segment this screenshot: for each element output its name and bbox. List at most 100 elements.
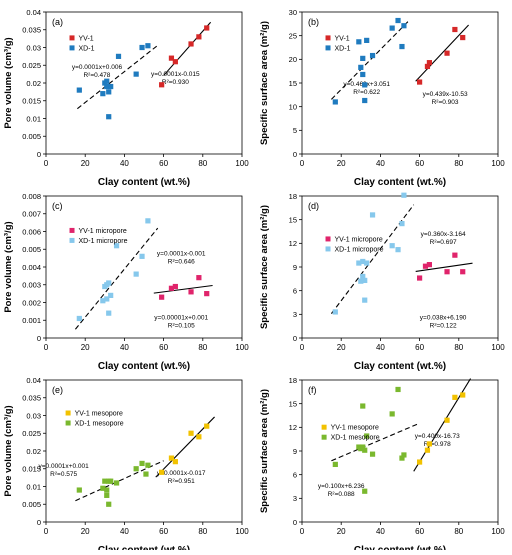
data-point: [145, 43, 151, 49]
x-tick-label: 40: [376, 527, 385, 536]
y-tick-label: 0.008: [22, 192, 41, 201]
x-tick-label: 80: [454, 159, 463, 168]
legend-label: YV-1 mesopore: [331, 425, 379, 432]
x-tick-label: 20: [81, 343, 90, 352]
data-point: [399, 43, 405, 50]
y-tick-label: 0.025: [22, 429, 41, 438]
data-point: [104, 487, 110, 493]
data-point: [204, 291, 210, 297]
x-tick-label: 60: [415, 159, 424, 168]
data-point: [460, 392, 466, 398]
data-point: [115, 53, 122, 59]
data-point: [332, 99, 338, 105]
y-tick-label: 0.002: [22, 298, 41, 307]
y-axis-title: Pore volume (cm³/g): [3, 37, 14, 128]
data-point: [444, 50, 450, 56]
data-point: [159, 294, 165, 300]
legend-label: YV-1 micropore: [79, 228, 127, 235]
x-tick-label: 0: [300, 343, 305, 352]
data-point: [139, 253, 145, 259]
legend-swatch: [325, 236, 331, 242]
legend-label: XD-1 mesopore: [331, 435, 380, 442]
x-tick-label: 80: [454, 343, 463, 352]
y-tick-label: 0: [293, 518, 297, 527]
data-point: [426, 262, 432, 268]
x-tick-label: 60: [159, 343, 168, 352]
data-point: [460, 269, 466, 275]
y-tick-label: 3: [293, 310, 297, 319]
x-tick-label: 0: [44, 159, 49, 168]
data-point: [426, 441, 432, 447]
x-tick-label: 20: [337, 343, 346, 352]
data-point: [395, 17, 401, 24]
y-tick-label: 18: [289, 376, 297, 385]
trend-equation: y=0.0001x-0.017: [157, 470, 206, 477]
data-point: [145, 462, 151, 468]
data-point: [401, 23, 407, 29]
data-point: [356, 260, 362, 266]
y-tick-label: 15: [289, 399, 297, 408]
y-tick-label: 0.03: [26, 43, 41, 52]
trendline-solid: [415, 262, 473, 272]
data-point: [100, 91, 106, 97]
legend-swatch: [325, 246, 331, 252]
legend-swatch: [325, 45, 331, 51]
data-point: [444, 269, 450, 275]
data-point: [196, 275, 202, 281]
data-point: [422, 263, 429, 269]
panel-label: (e): [52, 385, 63, 395]
x-tick-label: 100: [491, 159, 505, 168]
data-point: [133, 466, 139, 472]
plot-frame: [45, 11, 243, 155]
y-tick-label: 3: [293, 494, 297, 503]
data-point: [362, 447, 368, 453]
data-point: [395, 247, 401, 253]
data-point: [100, 485, 106, 491]
panel-3: 0 20 40 60 80 100 0 0.001 0.002 0.003 0.004 0.005 0.…: [3, 192, 249, 372]
legend-swatch: [69, 45, 75, 51]
y-axis-title: Specific surface area (m²/g): [259, 389, 270, 513]
data-point: [358, 64, 364, 70]
data-point: [389, 25, 395, 31]
y-tick-label: 0: [37, 518, 41, 527]
y-tick-label: 15: [289, 79, 297, 88]
y-axis-title: Pore volume (cm³/g): [3, 221, 14, 312]
y-tick-label: 0.02: [26, 79, 41, 88]
legend-label: YV-1 micropore: [335, 236, 383, 243]
data-point: [76, 87, 82, 93]
y-tick-label: 0.005: [22, 132, 41, 141]
y-tick-label: 6: [293, 470, 297, 479]
data-point: [362, 488, 368, 494]
data-point: [362, 297, 368, 303]
y-tick-label: 0.003: [22, 281, 41, 290]
x-axis-title: Clay content (wt.%): [354, 177, 446, 188]
trend-r2: R²=0.930: [162, 79, 189, 86]
data-point: [104, 492, 110, 498]
x-tick-label: 0: [300, 159, 305, 168]
y-tick-label: 0.004: [22, 263, 41, 272]
y-tick-label: 6: [293, 286, 297, 295]
trend-equation: y=0.00001x+0.001: [154, 315, 208, 322]
y-tick-label: 0.02: [26, 447, 41, 456]
data-point: [168, 285, 175, 291]
x-tick-label: 0: [44, 527, 49, 536]
trendline-dashed: [331, 19, 411, 100]
panel-1: 0 20 40 60 80 100 0 0.005 0.01 0.015 0.02 0.025 0.03…: [3, 8, 249, 188]
y-tick-label: 0.04: [26, 8, 41, 17]
trend-r2: R²=0.478: [83, 72, 110, 79]
trend-equation: y=0.100x+6.236: [318, 483, 365, 490]
data-point: [139, 44, 145, 51]
x-tick-label: 100: [491, 527, 505, 536]
data-point: [204, 25, 210, 31]
data-point: [106, 114, 112, 120]
data-point: [106, 89, 112, 95]
x-tick-label: 20: [81, 527, 90, 536]
data-point: [188, 289, 194, 295]
legend-swatch: [321, 424, 327, 430]
panel-label: (c): [52, 201, 63, 211]
y-tick-label: 0.035: [22, 26, 41, 35]
y-tick-label: 0: [293, 334, 297, 343]
data-point: [401, 192, 407, 198]
trend-r2: R²=0.903: [432, 99, 459, 106]
